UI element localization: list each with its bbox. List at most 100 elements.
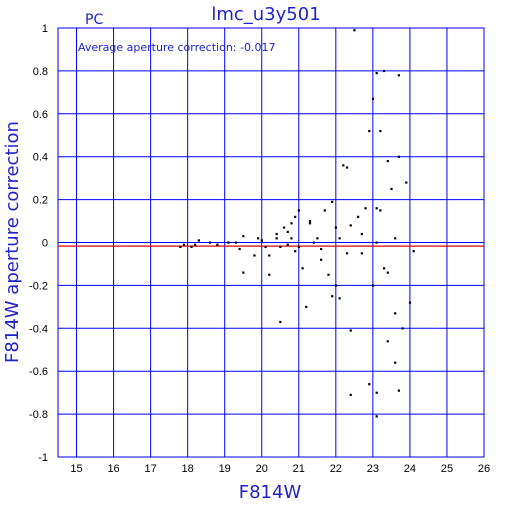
data-point: [360, 252, 363, 255]
data-point: [227, 241, 230, 244]
plot-frame: [57, 27, 485, 458]
data-point: [334, 226, 338, 229]
data-point: [386, 271, 389, 274]
data-point: [268, 273, 271, 276]
data-point: [286, 230, 289, 233]
data-point: [253, 254, 256, 257]
y-tick-label: -0.6: [29, 366, 48, 378]
y-tick-label: -1: [38, 452, 48, 464]
data-point: [286, 243, 289, 246]
data-point: [364, 207, 367, 210]
data-point: [275, 232, 278, 236]
data-point: [301, 267, 304, 270]
data-point: [297, 209, 300, 212]
data-point: [401, 327, 404, 330]
data-point: [349, 393, 352, 396]
data-point: [394, 361, 397, 364]
x-tick-labels: 15 16 17 18 19 20 21 22 23 24 25 26: [70, 463, 490, 475]
data-point: [397, 155, 400, 158]
data-point: [375, 241, 378, 244]
data-point: [279, 245, 282, 248]
data-point: [345, 166, 349, 169]
data-point: [394, 237, 397, 240]
data-point: [338, 237, 341, 240]
data-point: [390, 187, 393, 191]
y-tick-label: 0.8: [33, 66, 48, 78]
data-point: [312, 241, 315, 244]
data-point: [368, 129, 371, 133]
x-tick-label: 18: [182, 463, 194, 475]
y-tick-label: 1: [42, 23, 48, 35]
data-point: [360, 232, 363, 236]
data-point: [290, 237, 293, 240]
data-point: [357, 215, 360, 218]
data-point: [342, 164, 345, 167]
data-point: [405, 181, 408, 184]
data-point: [308, 220, 312, 223]
x-tick-label: 25: [441, 463, 453, 475]
data-point: [349, 329, 352, 332]
data-point: [264, 245, 267, 248]
y-axis-label: F814W aperture correction: [2, 121, 23, 363]
data-point: [320, 247, 323, 251]
data-point: [290, 222, 293, 225]
data-point: [282, 226, 286, 229]
data-point: [408, 301, 412, 304]
x-tick-label: 24: [404, 463, 416, 475]
data-point: [297, 245, 300, 248]
data-point: [305, 305, 308, 309]
x-tick-label: 22: [330, 463, 342, 475]
data-point: [375, 72, 378, 75]
x-tick-label: 26: [478, 463, 490, 475]
data-point: [327, 273, 330, 276]
x-tick-label: 15: [70, 463, 82, 475]
data-point: [334, 284, 338, 287]
data-point: [382, 267, 386, 270]
data-point: [216, 243, 219, 246]
data-point: [294, 215, 297, 218]
data-point: [371, 97, 375, 100]
data-point: [308, 222, 312, 225]
data-point: [379, 209, 382, 212]
data-point: [397, 74, 400, 77]
x-tick-label: 20: [256, 463, 268, 475]
data-point: [412, 250, 415, 253]
y-tick-label: -0.8: [29, 409, 48, 421]
data-point: [279, 320, 282, 324]
x-tick-label: 19: [219, 463, 231, 475]
data-point: [242, 271, 245, 274]
data-point: [375, 391, 378, 394]
y-tick-label: 0: [42, 238, 48, 250]
data-point: [368, 383, 371, 386]
chart-title: lmc_u3y501: [211, 4, 320, 25]
data-point: [316, 237, 319, 240]
data-point: [331, 200, 334, 203]
x-axis-label: F814W: [239, 482, 302, 503]
data-point: [234, 241, 238, 244]
data-point: [386, 340, 389, 343]
data-point: [320, 258, 323, 261]
y-tick-label: 0.2: [33, 195, 48, 207]
data-point: [275, 237, 278, 240]
x-tick-label: 21: [293, 463, 305, 475]
data-point: [260, 239, 263, 242]
x-tick-label: 16: [107, 463, 119, 475]
data-point: [197, 239, 200, 242]
data-point: [323, 209, 326, 212]
data-points: [179, 29, 415, 418]
x-tick-label: 23: [367, 463, 379, 475]
data-point: [371, 284, 375, 287]
data-point: [238, 247, 241, 251]
data-point: [353, 29, 356, 32]
y-tick-label: 0.4: [33, 152, 48, 164]
data-point: [208, 241, 212, 244]
data-point: [394, 312, 397, 315]
chart-subtitle: PC: [85, 12, 103, 28]
data-point: [349, 224, 352, 227]
data-point: [179, 245, 182, 248]
data-point: [194, 243, 197, 246]
data-point: [338, 297, 341, 300]
y-tick-label: 0.6: [33, 109, 48, 121]
